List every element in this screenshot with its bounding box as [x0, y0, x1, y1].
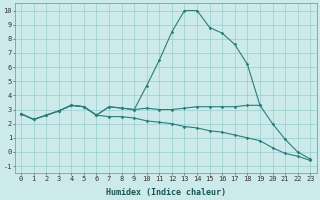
X-axis label: Humidex (Indice chaleur): Humidex (Indice chaleur) — [106, 188, 226, 197]
